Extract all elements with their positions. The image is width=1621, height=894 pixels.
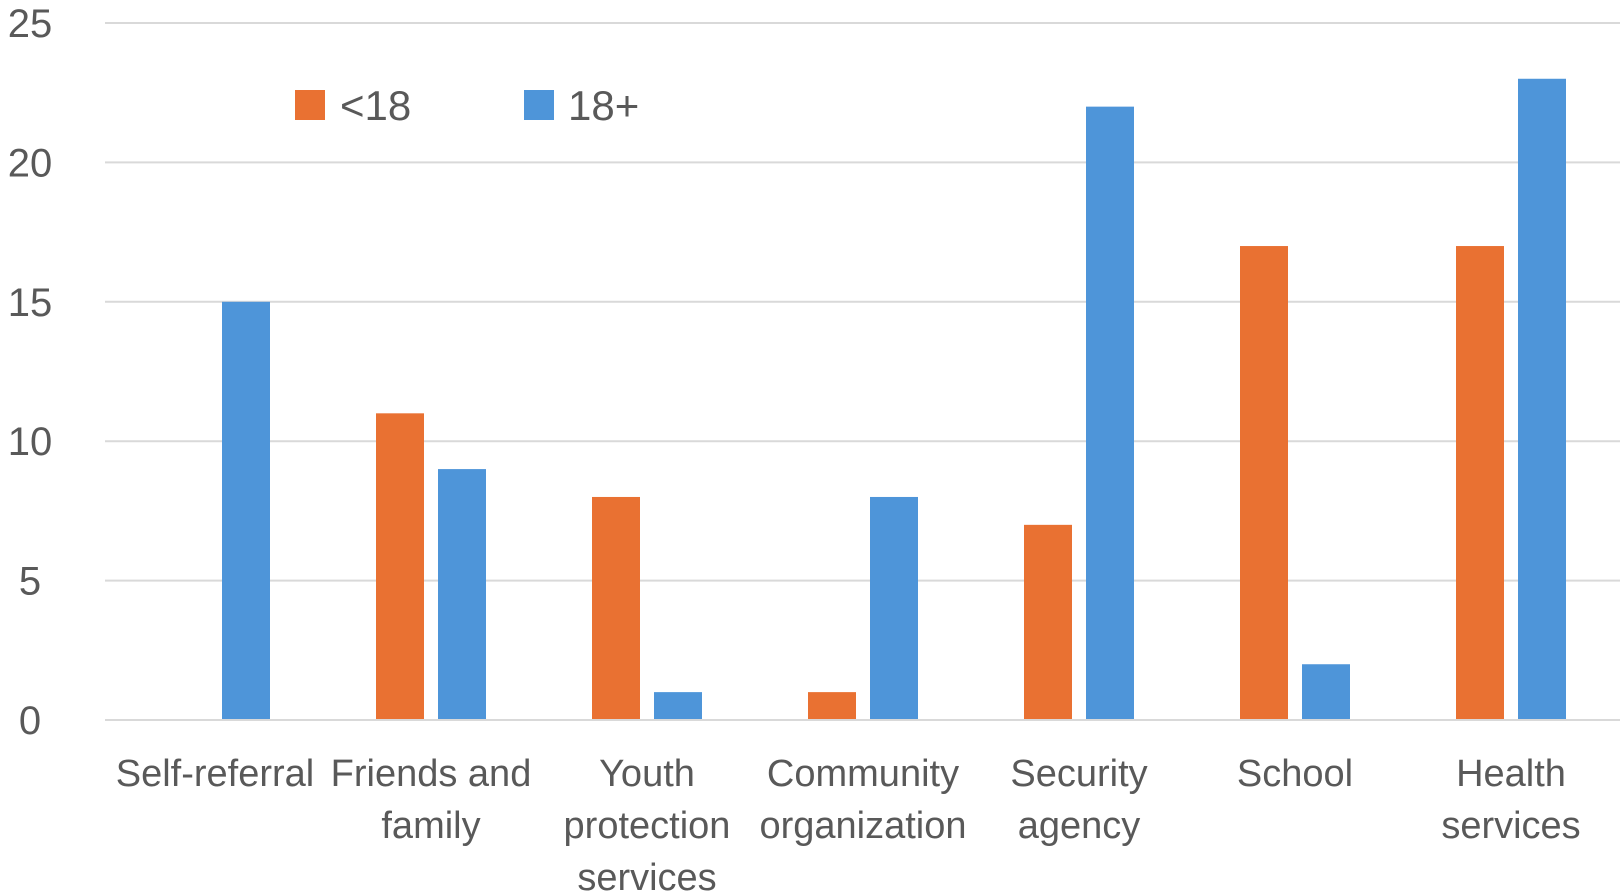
- bar-18-plus-2: [654, 692, 702, 720]
- bar-under-18-4: [1024, 524, 1072, 720]
- x-category-label: Friends and: [331, 753, 532, 795]
- bar-18-plus-3: [870, 496, 918, 720]
- x-category-label: Community: [767, 753, 959, 795]
- bar-under-18-1: [376, 413, 424, 720]
- x-category-label: Youth: [599, 753, 695, 795]
- bar-under-18-5: [1240, 246, 1288, 721]
- x-category-label: services: [1441, 805, 1580, 847]
- bar-18-plus-1: [438, 469, 486, 720]
- y-axis-tick-labels: 0 5 10 15 20 25: [8, 2, 53, 743]
- bar-18-plus-6: [1518, 78, 1566, 720]
- bar-under-18-6: [1456, 246, 1504, 721]
- legend: <18 18+: [295, 82, 639, 129]
- y-tick-label: 20: [8, 141, 53, 185]
- x-category-label: Security: [1010, 753, 1147, 795]
- y-tick-label: 0: [19, 699, 41, 743]
- x-category-label: School: [1237, 753, 1353, 795]
- x-category-label: agency: [1018, 805, 1141, 847]
- y-tick-label: 25: [8, 2, 53, 46]
- legend-swatch-18-plus: [524, 90, 554, 120]
- bar-18-plus-4: [1086, 106, 1134, 720]
- bar-under-18-3: [808, 692, 856, 720]
- x-axis-category-labels: Self-referral Friends and family Youth prote…: [116, 753, 1581, 894]
- bar-18-plus-0: [222, 301, 270, 720]
- gridlines: [105, 22, 1620, 582]
- x-category-label: protection: [564, 805, 731, 847]
- legend-label-18-plus: 18+: [568, 82, 639, 129]
- x-category-label: family: [381, 805, 480, 847]
- x-category-label: services: [577, 857, 716, 894]
- y-tick-label: 10: [8, 420, 53, 464]
- bars: [222, 78, 1566, 721]
- x-category-label: Health: [1456, 753, 1566, 795]
- x-category-label: organization: [759, 805, 966, 847]
- y-tick-label: 5: [19, 560, 41, 604]
- bar-under-18-2: [592, 496, 640, 720]
- x-category-label: Self-referral: [116, 753, 315, 795]
- bar-18-plus-5: [1302, 664, 1350, 720]
- y-tick-label: 15: [8, 281, 53, 325]
- legend-swatch-under-18: [295, 90, 325, 120]
- legend-label-under-18: <18: [340, 82, 411, 129]
